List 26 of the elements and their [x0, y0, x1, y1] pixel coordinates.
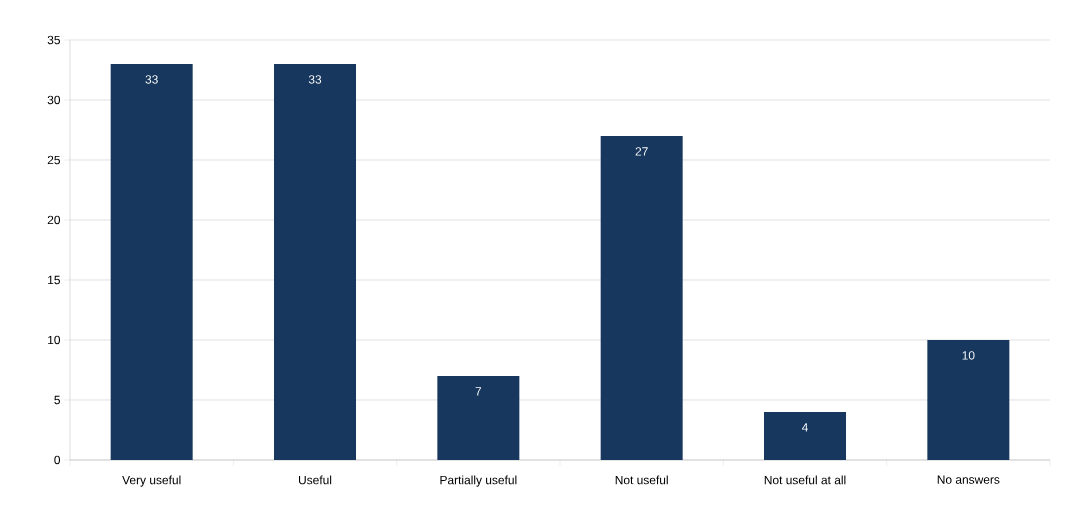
bar	[437, 375, 520, 460]
data-label: 4	[801, 423, 808, 432]
bar	[110, 63, 193, 460]
bar	[274, 63, 357, 460]
bar	[600, 135, 683, 460]
y-tick-label: 20	[47, 215, 61, 225]
data-label: 33	[145, 75, 158, 84]
bar	[764, 411, 847, 460]
y-tick-label: 35	[47, 35, 60, 45]
data-label: 27	[635, 147, 648, 156]
data-label: 7	[475, 387, 482, 396]
x-tick-label: Not useful	[615, 475, 668, 485]
y-tick-label: 25	[47, 155, 60, 165]
y-tick-label: 15	[48, 275, 60, 285]
x-tick-label: Very useful	[122, 475, 181, 487]
data-label: 33	[308, 75, 322, 84]
bar	[927, 339, 1010, 460]
x-tick-label: No answers	[937, 475, 1000, 484]
y-tick-label: 30	[47, 95, 61, 105]
y-tick-label: 0	[54, 455, 61, 465]
y-tick-label: 10	[48, 335, 61, 345]
x-tick-label: Not useful at all	[764, 475, 846, 485]
x-tick-label: Useful	[298, 475, 332, 485]
x-tick-label: Partially useful	[440, 475, 517, 487]
data-label: 10	[962, 351, 975, 360]
y-tick-label: 5	[54, 395, 60, 405]
